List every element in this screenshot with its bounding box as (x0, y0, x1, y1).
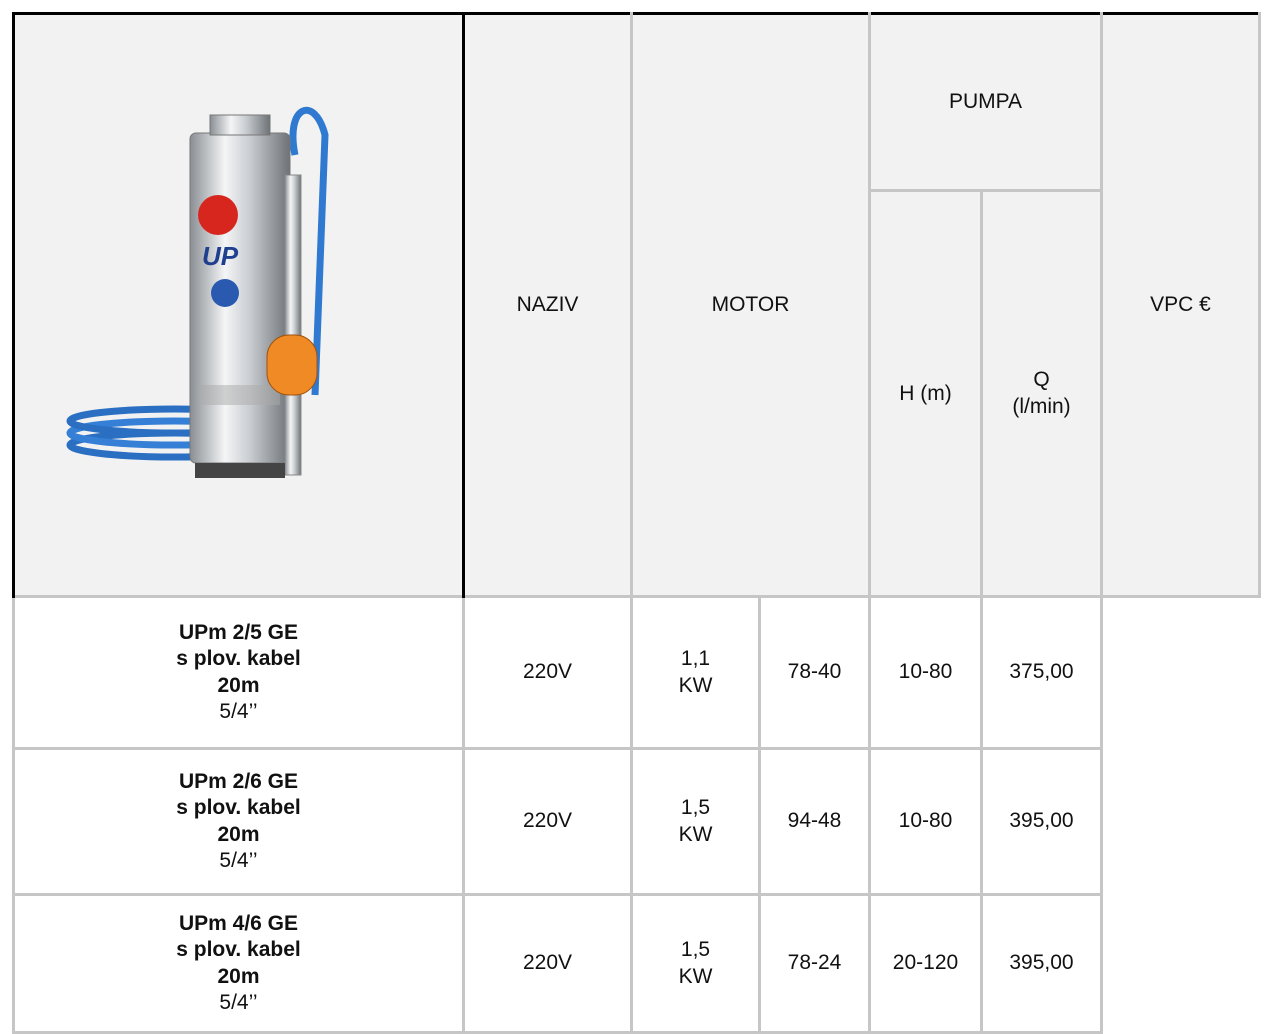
header-cell: VPC € (1102, 14, 1260, 597)
cell: 395,00 (982, 895, 1102, 1033)
header-text: Q (l/min) (1002, 367, 1082, 420)
cell: 10-80 (870, 749, 982, 895)
pump-image: UP (15, 15, 455, 595)
page: UP NAZIV MOTOR PUMPA VPC € H (m) Q (l/mi… (0, 0, 1270, 596)
cell: 220V (464, 749, 632, 895)
cell: 220V (464, 895, 632, 1033)
cell: 94-48 (760, 749, 870, 895)
power: 1,5 KW (666, 937, 726, 990)
size: 5/4’’ (219, 991, 257, 1014)
cell: 1,5 KW (632, 895, 760, 1033)
header-cell: PUMPA (870, 14, 1102, 191)
product-name: UPm 2/5 GE s plov. kabel 20m (176, 620, 301, 699)
cell: 20-120 (870, 895, 982, 1033)
price-table: UP NAZIV MOTOR PUMPA VPC € H (m) Q (l/mi… (12, 12, 1261, 1034)
cell: 1,5 KW (632, 749, 760, 895)
product-name: UPm 2/6 GE s plov. kabel 20m (176, 769, 301, 848)
svg-text:UP: UP (202, 241, 239, 271)
power: 1,1 KW (666, 646, 726, 699)
cell: 1,1 KW (632, 597, 760, 749)
cell: 220V (464, 597, 632, 749)
header-cell: H (m) (870, 191, 982, 597)
size: 5/4’’ (219, 849, 257, 872)
cell: 395,00 (982, 749, 1102, 895)
size: 5/4’’ (219, 700, 257, 723)
cell: 78-40 (760, 597, 870, 749)
cell: 78-24 (760, 895, 870, 1033)
product-image-cell: UP (14, 14, 464, 597)
power: 1,5 KW (666, 795, 726, 848)
header-cell: MOTOR (632, 14, 870, 597)
header-cell: NAZIV (464, 14, 632, 597)
product-name: UPm 4/6 GE s plov. kabel 20m (176, 911, 301, 990)
header-cell: Q (l/min) (982, 191, 1102, 597)
cell: 375,00 (982, 597, 1102, 749)
cell: 10-80 (870, 597, 982, 749)
